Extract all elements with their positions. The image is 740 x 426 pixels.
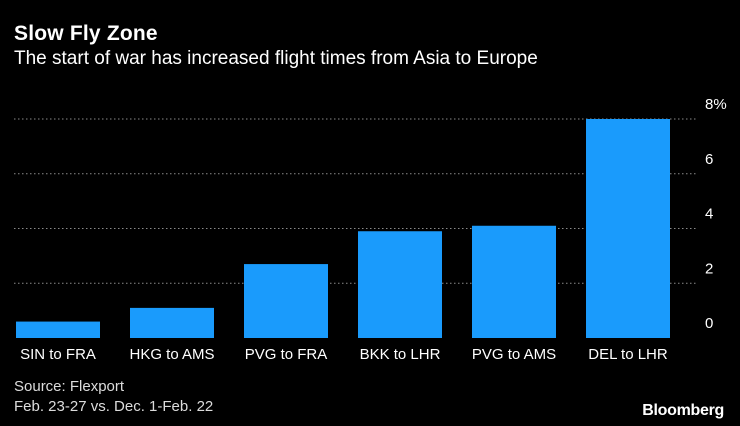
bar-sin-to-fra [16,321,100,338]
bar-pvg-to-ams [472,225,556,338]
bar-pvg-to-fra [244,264,328,338]
x-category-label: BKK to LHR [360,346,441,363]
y-tick-label: 2 [705,260,713,277]
chart-title: Slow Fly Zone [14,22,158,45]
x-category-label: SIN to FRA [20,346,96,363]
y-tick-label: 4 [705,206,713,223]
x-category-label: PVG to FRA [245,346,328,363]
y-tick-label: 8% [705,96,727,113]
x-category-label: DEL to LHR [588,346,668,363]
y-tick-label: 6 [705,151,713,168]
date-range-note: Feb. 23-27 vs. Dec. 1-Feb. 22 [14,398,214,415]
bar-del-to-lhr [586,119,670,338]
y-tick-label: 0 [705,315,713,332]
bloomberg-logo: Bloomberg [642,402,724,419]
x-category-label: HKG to AMS [129,346,214,363]
bar-bkk-to-lhr [358,231,442,338]
bar-hkg-to-ams [130,307,214,338]
chart-subtitle: The start of war has increased flight ti… [14,48,538,69]
source-note: Source: Flexport [14,378,125,395]
x-category-label: PVG to AMS [472,346,556,363]
